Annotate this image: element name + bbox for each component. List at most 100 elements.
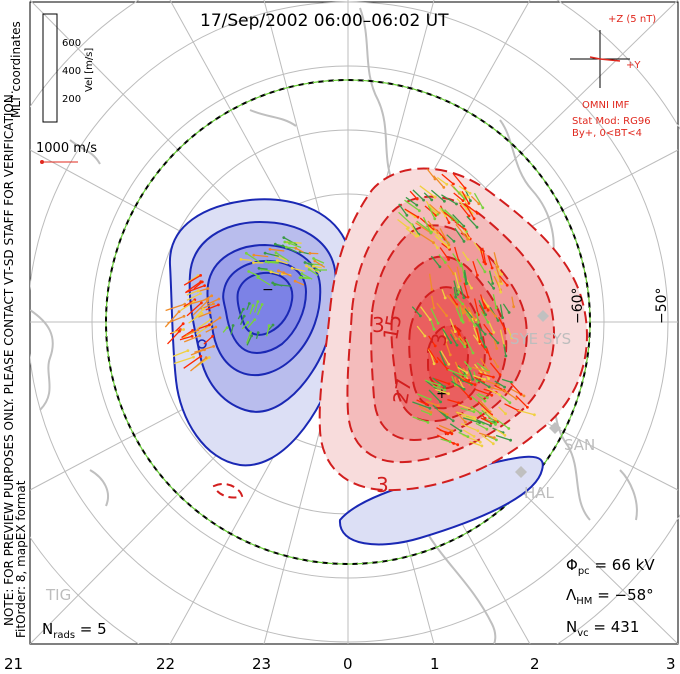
velocity-vector-origin — [414, 234, 418, 238]
velocity-vector-origin — [433, 344, 437, 348]
velocity-vector — [417, 393, 431, 400]
radar-stations: SYE SYS SAN HAL TIG — [45, 310, 595, 604]
velocity-vector-origin — [217, 297, 221, 301]
velocity-vector-origin — [459, 264, 463, 268]
velocity-vector — [467, 306, 475, 320]
velocity-vector-origin — [464, 374, 467, 378]
velocity-vector-origin — [457, 401, 460, 405]
velocity-vector-origin — [456, 443, 460, 447]
velocity-vector — [437, 408, 448, 416]
scale-vector-label: 1000 m/s — [36, 141, 97, 156]
velocity-vector-origin — [406, 226, 410, 230]
phi-pc-stat: Φpc = 66 kV — [566, 556, 655, 577]
velocity-vector — [429, 203, 440, 214]
velocity-vector — [470, 405, 481, 414]
velocity-vector — [463, 271, 467, 284]
velocity-vector-origin — [244, 251, 248, 255]
velocity-vector — [272, 282, 283, 287]
velocity-vector — [405, 196, 418, 206]
velocity-vector-origin — [206, 297, 210, 301]
velocity-vector — [493, 339, 498, 349]
velocity-vector-origin — [483, 378, 486, 381]
velocity-vector-origin — [496, 341, 500, 345]
velocity-vector-origin — [192, 355, 195, 359]
velocity-vector-origin — [435, 360, 439, 364]
velocity-vector — [480, 358, 490, 372]
velocity-vector-origin — [256, 331, 260, 335]
velocity-vector — [455, 223, 469, 240]
velocity-vector-origin — [463, 345, 467, 349]
velocity-vector — [472, 374, 485, 381]
velocity-vector-origin — [475, 225, 479, 229]
velocity-vector — [198, 311, 211, 318]
imf-z-label: +Z (5 nT) — [608, 14, 656, 25]
velocity-vector — [433, 175, 445, 188]
velocity-vector-origin — [485, 427, 489, 431]
velocity-vector-origin — [315, 268, 318, 272]
velocity-vector-origin — [200, 312, 204, 315]
velocity-vector-origin — [432, 362, 436, 366]
velocity-vector-origin — [208, 323, 211, 327]
velocity-vector-origin — [471, 378, 475, 381]
velocity-vector-origin — [231, 324, 235, 327]
contour-labels: 3 15 27 3 3 — [372, 313, 452, 497]
velocity-vector — [462, 415, 476, 421]
velocity-vector — [446, 294, 458, 308]
velocity-vector — [464, 203, 478, 214]
mlt-axis: 21 22 23 0 1 2 3 — [4, 655, 676, 673]
velocity-vector — [412, 189, 425, 201]
velocity-vector — [428, 273, 433, 290]
velocity-vector — [268, 261, 279, 264]
velocity-vector-origin — [456, 221, 460, 224]
velocity-vector — [190, 357, 207, 372]
velocity-vector — [478, 372, 494, 378]
velocity-vector-origin — [247, 302, 251, 305]
velocity-vector-origin — [436, 321, 440, 325]
velocity-vector-origin — [416, 215, 420, 219]
velocity-vector — [462, 251, 469, 261]
velocity-vector-origin — [487, 385, 491, 389]
velocity-vector-origin — [467, 379, 471, 382]
velocity-vector — [449, 333, 458, 346]
velocity-vector — [507, 327, 513, 338]
velocity-vector-origin — [522, 394, 526, 398]
velocity-vector — [475, 322, 486, 335]
velocity-vector-origin — [203, 284, 207, 287]
velocity-vector-origin — [483, 332, 487, 336]
velocity-vector-origin — [472, 217, 476, 221]
velocity-vector — [172, 349, 189, 358]
velocity-vector — [428, 335, 436, 347]
velocity-vector-origin — [462, 387, 466, 391]
negative-potential-cell — [168, 198, 544, 546]
velocity-vector-origin — [260, 303, 264, 306]
velocity-vector — [473, 298, 479, 315]
velocity-vector — [470, 195, 480, 205]
velocity-vector-origin — [445, 413, 449, 416]
velocity-vector-origin — [256, 276, 260, 279]
velocity-vector — [479, 248, 485, 263]
velocity-vector-origin — [457, 285, 461, 289]
station-hal: HAL — [524, 484, 555, 502]
preview-note: NOTE: FOR PREVIEW PURPOSES ONLY. PLEASE … — [2, 90, 16, 626]
velocity-vector-origin — [486, 396, 489, 400]
velocity-vector-origin — [250, 334, 254, 338]
velocity-vector-origin — [495, 438, 498, 442]
velocity-vector-origin — [199, 354, 203, 358]
velocity-vector-origin — [491, 282, 495, 285]
velocity-vector-origin — [468, 191, 472, 195]
velocity-vector-origin — [430, 288, 434, 291]
velocity-vector — [511, 296, 515, 307]
velocity-vector — [167, 330, 180, 345]
velocity-vector-origin — [467, 195, 471, 199]
hm-boundary-inner — [105, 79, 591, 565]
velocity-vector-origin — [299, 275, 303, 279]
velocity-vector-origin — [483, 345, 487, 349]
velocity-vector-origin — [490, 266, 494, 270]
velocity-vector — [487, 254, 493, 269]
velocity-vector — [449, 423, 462, 432]
velocity-vector-origin — [496, 265, 500, 269]
velocity-vector-origin — [264, 260, 268, 263]
velocity-vector-origin — [504, 412, 507, 416]
velocity-vector — [411, 306, 421, 317]
